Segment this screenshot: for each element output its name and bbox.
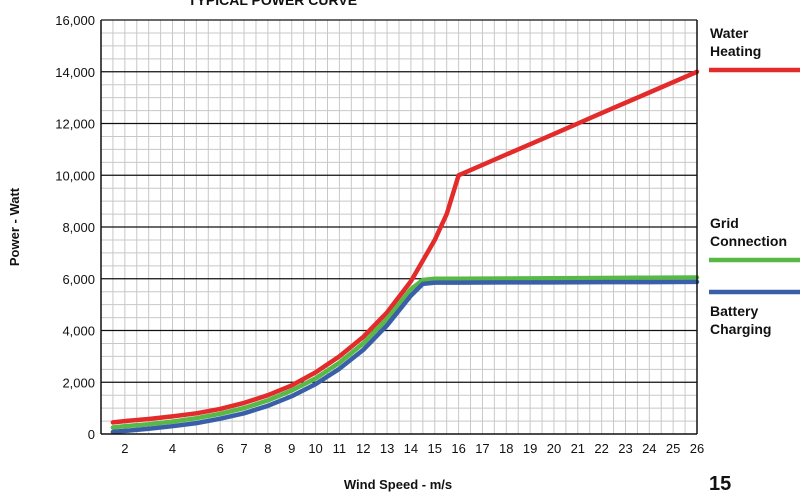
chart-title: TYPICAL POWER CURVE [188, 0, 357, 8]
x-tick-label: 16 [451, 441, 465, 456]
legend-label: Water [710, 25, 749, 41]
x-tick-label: 4 [169, 441, 176, 456]
x-tick-label: 15 [428, 441, 442, 456]
x-tick-label: 20 [547, 441, 561, 456]
x-tick-label: 12 [356, 441, 370, 456]
x-axis-title: Wind Speed - m/s [344, 477, 452, 492]
legend-label: Charging [710, 321, 771, 337]
x-tick-label: 18 [499, 441, 513, 456]
legend-entry-1: Grid Connection [709, 215, 800, 263]
grid [101, 20, 697, 434]
legend-label: Connection [710, 233, 787, 249]
x-tick-label: 10 [308, 441, 322, 456]
x-tick-label: 24 [642, 441, 656, 456]
legend-label: Grid [710, 215, 739, 231]
x-tick-label: 25 [666, 441, 680, 456]
y-tick-label: 16,000 [55, 13, 95, 28]
y-tick-label: 8,000 [62, 220, 95, 235]
legend-label: Heating [710, 43, 761, 59]
x-tick-label: 17 [475, 441, 489, 456]
series-line-1 [110, 275, 700, 430]
y-tick-label: 10,000 [55, 168, 95, 183]
series-line-2 [110, 279, 700, 435]
y-axis-title: Power - Watt [7, 187, 22, 266]
x-tick-label: 19 [523, 441, 537, 456]
series-line-0 [110, 69, 700, 425]
y-tick-label: 0 [88, 427, 95, 442]
x-tick-label: 23 [618, 441, 632, 456]
legend-entry-2: Battery Charging [709, 289, 800, 337]
x-tick-label: 14 [404, 441, 418, 456]
x-tick-label: 26 [690, 441, 704, 456]
x-tick-label: 6 [217, 441, 224, 456]
x-tick-label: 11 [333, 441, 347, 456]
y-tick-label: 6,000 [62, 272, 95, 287]
x-tick-label: 2 [121, 441, 128, 456]
x-tick-label: 13 [380, 441, 394, 456]
x-tick-label: 8 [264, 441, 271, 456]
x-tick-label: 22 [594, 441, 608, 456]
x-tick-label: 7 [240, 441, 247, 456]
legend: Water Heating Grid Connection Battery Chargin… [709, 25, 800, 337]
y-tick-label: 12,000 [55, 117, 95, 132]
x-tick-label: 9 [288, 441, 295, 456]
page-number: 15 [709, 473, 731, 495]
y-tick-label: 2,000 [62, 375, 95, 390]
tick-labels: 0 2,000 4,000 6,000 8,000 10,000 12,000 14,000 1… [55, 13, 704, 456]
y-tick-label: 4,000 [62, 324, 95, 339]
x-tick-label: 21 [571, 441, 585, 456]
y-tick-label: 14,000 [55, 65, 95, 80]
axes [100, 19, 698, 435]
legend-entry-0: Water Heating [709, 25, 800, 73]
series-lines [110, 69, 700, 435]
legend-label: Battery [710, 303, 758, 319]
